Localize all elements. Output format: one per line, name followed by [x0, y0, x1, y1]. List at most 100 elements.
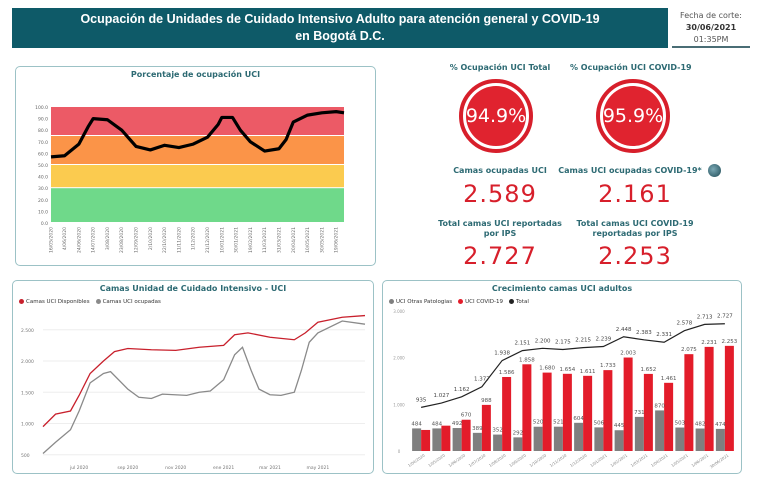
growth-panel: Crecimiento camas UCI adultos UCI Otras …	[382, 280, 742, 474]
legend-item[interactable]: Camas UCI ocupadas	[95, 299, 161, 305]
legend-item[interactable]: UCI Otras Patologias	[389, 299, 452, 305]
x-tick-label: 20/04/2021	[291, 227, 297, 253]
total-label: 2.383	[636, 330, 652, 336]
y-tick-label: 80.0	[38, 128, 48, 134]
bar-label-covid: 1.680	[539, 366, 555, 372]
bar-label-otras: 484	[432, 421, 443, 427]
bar-label-otras: 506	[594, 420, 605, 426]
kpi-total-pct-value: 94.9%	[466, 86, 526, 146]
y-tick-label: 2.000	[21, 359, 34, 365]
total-label: 1.027	[434, 393, 450, 399]
threshold-band	[51, 188, 344, 222]
bar-label-covid: 1.586	[499, 370, 515, 376]
dashboard-header: Ocupación de Unidades de Cuidado Intensi…	[12, 8, 668, 48]
globe-info-icon[interactable]	[708, 164, 721, 177]
x-tick-label: 1/05/2020	[427, 452, 446, 468]
x-tick-label: jul 2020	[69, 465, 88, 471]
x-tick-label: 1/07/2020	[468, 452, 487, 468]
threshold-band	[51, 107, 344, 135]
cutoff-label: Fecha de corte:	[680, 11, 742, 20]
legend-item[interactable]: Total	[509, 299, 529, 305]
bar-label-covid: 1.611	[580, 369, 596, 375]
y-tick-label: 1.000	[393, 402, 405, 407]
y-tick-label: 30.0	[38, 186, 48, 192]
x-tick-label: 2/10/2020	[148, 227, 154, 250]
legend-dot-icon	[389, 299, 394, 304]
cutoff-date-value: 30/06/2021	[685, 23, 737, 32]
legend-item[interactable]: Camas UCI Disponibles	[19, 299, 90, 305]
x-tick-label: ene 2021	[213, 465, 234, 471]
bar-label-otras: 474	[715, 422, 726, 428]
bar-covid	[603, 370, 613, 451]
x-tick-label: 31/03/2021	[276, 227, 282, 253]
kpi-total-title: Total camas UCI reportadas por IPS	[438, 219, 562, 238]
cutoff-time: 01:35PM	[693, 35, 729, 44]
bar-label-otras: 389	[472, 426, 483, 432]
bar-label-otras: 445	[614, 423, 625, 429]
bar-label-covid: 2.003	[620, 351, 636, 357]
x-tick-label: 1/12/2020	[569, 452, 588, 468]
y-tick-label: 10.0	[38, 209, 48, 215]
total-label: 2.175	[555, 340, 571, 346]
occupancy-pct-panel: Porcentaje de ocupación UCI 0.0 10.0 20.0 3…	[15, 66, 376, 266]
y-tick-label: 2.000	[393, 356, 405, 361]
x-tick-label: 1/03/2021	[630, 452, 649, 468]
x-tick-label: 1/05/2021	[670, 452, 689, 468]
y-tick-label: 100.0	[35, 105, 48, 111]
x-tick-label: 19/02/2021	[248, 227, 254, 253]
x-tick-label: 21/12/2020	[205, 227, 211, 253]
kpi-ocupadas-value: 2.589	[463, 180, 537, 208]
x-tick-label: 10/01/2021	[219, 227, 225, 253]
bar-otras	[594, 427, 604, 451]
y-tick-label: 20.0	[38, 198, 48, 204]
bar-otras	[655, 410, 665, 451]
bar-otras	[432, 428, 442, 451]
chart-title: Crecimiento camas UCI adultos	[491, 284, 633, 293]
uci-beds-panel: Camas Unidad de Cuidado Intensivo - UCI …	[12, 280, 374, 474]
x-tick-label: 11/03/2021	[262, 227, 268, 253]
x-tick-label: 24/06/2020	[76, 227, 82, 253]
legend-label: Camas UCI Disponibles	[26, 299, 90, 305]
bar-label-covid: 1.858	[519, 357, 535, 363]
total-line	[421, 323, 725, 408]
x-tick-label: 1/06/2020	[447, 452, 466, 468]
bar-label-covid: 670	[461, 413, 472, 419]
total-label: 2.151	[515, 341, 531, 347]
total-label: 935	[416, 397, 427, 403]
bar-otras	[452, 428, 462, 451]
kpi-total-pct-title: % Ocupación UCI Total	[449, 63, 551, 72]
kpi-covid-pct-gauge: 95.9%	[596, 79, 670, 153]
x-tick-label: 23/08/2020	[119, 227, 125, 253]
x-tick-label: 22/10/2020	[162, 227, 168, 253]
bar-label-covid: 1.654	[560, 367, 576, 373]
bar-label-covid: 2.231	[701, 340, 717, 346]
x-tick-label: 11/11/2020	[176, 227, 182, 253]
bar-covid	[421, 429, 431, 451]
bar-covid	[664, 382, 674, 451]
legend-item[interactable]: UCI COVID-19	[458, 299, 503, 305]
x-tick-label: may 2021	[307, 465, 330, 471]
x-tick-label: 30/01/2021	[234, 227, 240, 253]
x-tick-label: 16/05/2020	[49, 227, 55, 253]
legend-dot-icon	[458, 299, 464, 304]
x-tick-label: 1/08/2020	[488, 452, 507, 468]
total-label: 1.162	[454, 387, 470, 393]
x-tick-label: nov 2020	[165, 465, 186, 471]
bar-otras	[695, 428, 705, 451]
legend-label: Camas UCI ocupadas	[102, 299, 161, 305]
x-tick-label: 14/07/2020	[91, 227, 97, 253]
chart-title: Camas Unidad de Cuidado Intensivo - UCI	[99, 284, 287, 293]
bar-covid	[542, 372, 552, 451]
legend-label: Total	[516, 299, 529, 305]
x-tick-label: 1/12/2020	[191, 227, 197, 250]
x-tick-label: 1/01/2021	[589, 452, 608, 468]
total-label: 2.713	[697, 314, 713, 320]
y-tick-label: 60.0	[38, 151, 48, 157]
bar-label-covid: 988	[481, 398, 492, 404]
occupancy-line	[50, 110, 345, 159]
total-label: 2.215	[575, 338, 591, 344]
x-tick-label: 1/04/2021	[650, 452, 669, 468]
bar-covid	[481, 404, 491, 451]
bar-covid	[643, 373, 653, 451]
x-tick-label: 30/06/2021	[709, 452, 730, 469]
